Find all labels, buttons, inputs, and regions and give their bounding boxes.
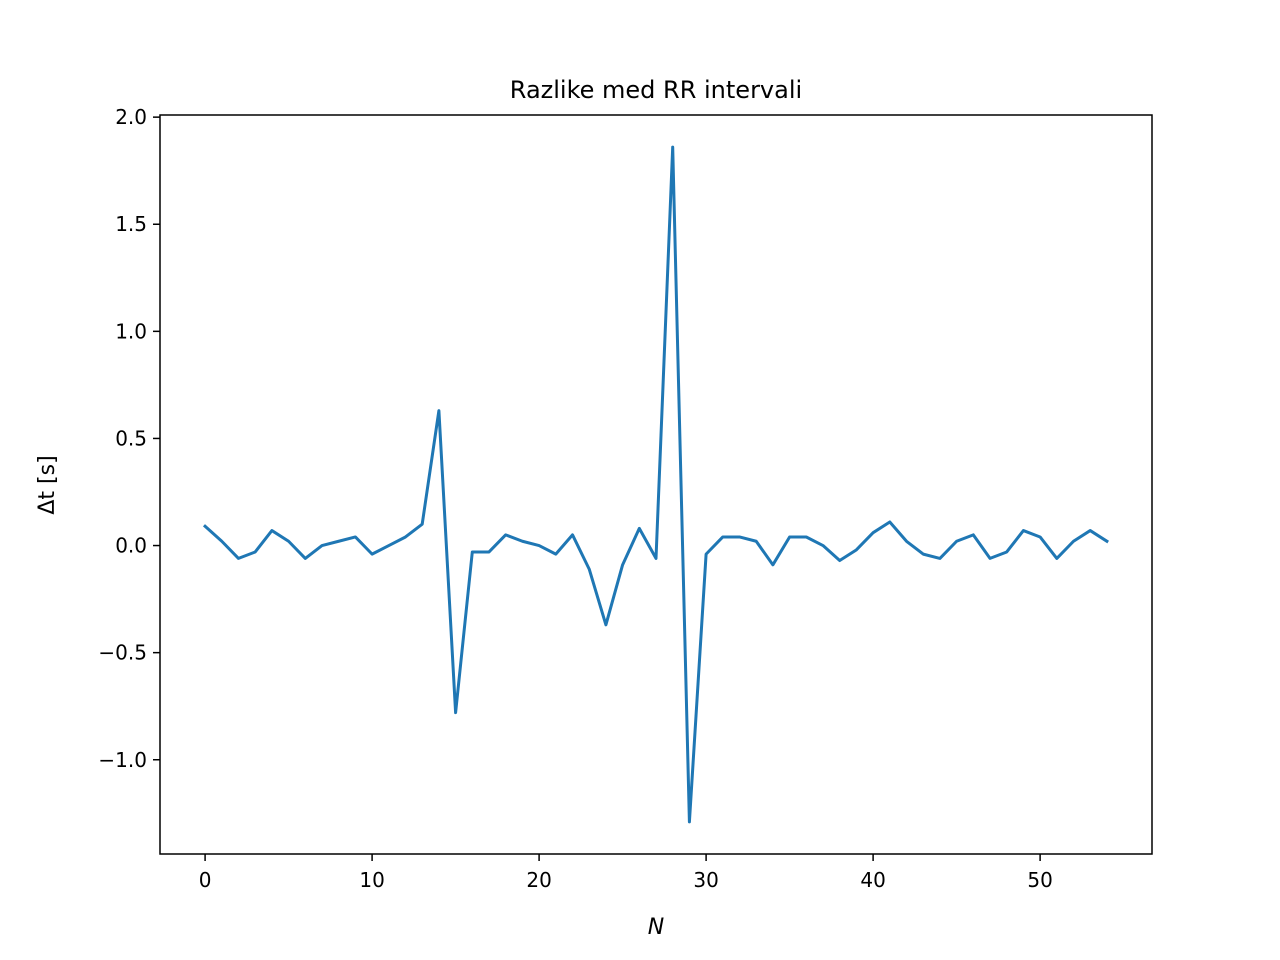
y-axis: −1.0 −0.5 0.0 0.5 1.0 1.5 2.0 bbox=[98, 105, 160, 772]
x-tick-label: 50 bbox=[1027, 868, 1052, 892]
y-tick-label: −1.0 bbox=[98, 748, 147, 772]
x-tick-label: 30 bbox=[693, 868, 718, 892]
y-tick-label: 0.0 bbox=[115, 534, 147, 558]
x-tick-label: 20 bbox=[526, 868, 551, 892]
chart-title: Razlike med RR intervali bbox=[510, 76, 802, 104]
plot-frame bbox=[159, 114, 1153, 855]
y-axis-label: Δt [s] bbox=[35, 455, 60, 514]
y-tick-label: −0.5 bbox=[98, 641, 147, 665]
y-tick-label: 1.0 bbox=[115, 319, 147, 343]
x-axis: 0 10 20 30 40 50 bbox=[199, 854, 1053, 892]
x-tick-label: 0 bbox=[199, 868, 212, 892]
y-tick-label: 2.0 bbox=[115, 105, 147, 129]
x-axis-label: N bbox=[648, 915, 664, 940]
x-tick-label: 40 bbox=[860, 868, 885, 892]
x-tick-label: 10 bbox=[359, 868, 384, 892]
series-line bbox=[202, 145, 1109, 824]
y-tick-label: 1.5 bbox=[115, 212, 147, 236]
y-tick-label: 0.5 bbox=[115, 426, 147, 450]
